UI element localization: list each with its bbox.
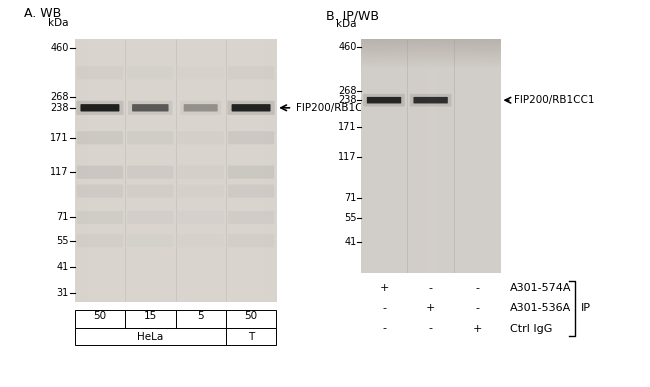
Text: 41: 41 <box>57 262 69 272</box>
FancyBboxPatch shape <box>367 97 401 103</box>
Text: 50: 50 <box>94 311 107 321</box>
Text: 15: 15 <box>144 311 157 321</box>
FancyBboxPatch shape <box>363 94 405 106</box>
Text: FIP200/RB1CC1: FIP200/RB1CC1 <box>515 95 595 105</box>
Text: 31: 31 <box>57 288 69 298</box>
Text: 460: 460 <box>338 42 357 52</box>
Text: +: + <box>473 324 482 334</box>
Text: 41: 41 <box>344 237 357 247</box>
Text: A301-536A: A301-536A <box>510 303 571 313</box>
Text: kDa: kDa <box>48 18 69 28</box>
Bar <box>226 328 276 345</box>
Text: -: - <box>429 283 433 293</box>
Bar <box>75 310 125 328</box>
Text: 171: 171 <box>338 122 357 132</box>
Text: 171: 171 <box>50 133 69 143</box>
Text: kDa: kDa <box>336 19 357 29</box>
Text: B. IP/WB: B. IP/WB <box>326 9 379 22</box>
Text: -: - <box>382 324 386 334</box>
FancyBboxPatch shape <box>228 234 274 247</box>
Text: 71: 71 <box>57 212 69 223</box>
Text: +: + <box>426 303 436 313</box>
Text: Ctrl IgG: Ctrl IgG <box>510 324 552 334</box>
Text: 238: 238 <box>50 103 69 113</box>
Text: FIP200/RB1CC1: FIP200/RB1CC1 <box>296 103 377 113</box>
Text: -: - <box>475 283 479 293</box>
Bar <box>226 310 276 328</box>
FancyBboxPatch shape <box>76 101 124 115</box>
Text: -: - <box>475 303 479 313</box>
FancyBboxPatch shape <box>228 131 274 144</box>
FancyBboxPatch shape <box>132 104 168 111</box>
Text: A301-574A: A301-574A <box>510 283 572 293</box>
Text: 50: 50 <box>244 311 257 321</box>
FancyBboxPatch shape <box>228 166 274 179</box>
FancyBboxPatch shape <box>184 104 218 111</box>
Text: 268: 268 <box>338 86 357 96</box>
Text: +: + <box>380 283 389 293</box>
FancyBboxPatch shape <box>77 185 123 198</box>
Text: 238: 238 <box>338 95 357 105</box>
Text: 55: 55 <box>56 236 69 246</box>
Bar <box>176 310 226 328</box>
FancyBboxPatch shape <box>77 234 123 247</box>
FancyBboxPatch shape <box>413 97 448 103</box>
Text: 117: 117 <box>338 152 357 163</box>
FancyBboxPatch shape <box>228 66 274 79</box>
FancyBboxPatch shape <box>127 185 174 198</box>
FancyBboxPatch shape <box>77 211 123 224</box>
FancyBboxPatch shape <box>227 101 275 115</box>
FancyBboxPatch shape <box>128 101 172 115</box>
Text: 5: 5 <box>198 311 204 321</box>
FancyBboxPatch shape <box>77 66 123 79</box>
Text: 71: 71 <box>344 193 357 203</box>
FancyBboxPatch shape <box>127 131 174 144</box>
Text: -: - <box>429 324 433 334</box>
Text: 117: 117 <box>50 167 69 177</box>
Bar <box>125 310 176 328</box>
Text: 55: 55 <box>344 213 357 223</box>
Text: 268: 268 <box>50 92 69 102</box>
Text: 460: 460 <box>50 43 69 53</box>
Text: A. WB: A. WB <box>25 7 62 20</box>
Text: T: T <box>248 332 254 342</box>
Text: -: - <box>382 303 386 313</box>
Bar <box>75 328 226 345</box>
Text: HeLa: HeLa <box>137 332 163 342</box>
FancyBboxPatch shape <box>81 104 120 111</box>
FancyBboxPatch shape <box>228 211 274 224</box>
FancyBboxPatch shape <box>127 166 174 179</box>
FancyBboxPatch shape <box>77 131 123 144</box>
FancyBboxPatch shape <box>410 94 452 106</box>
FancyBboxPatch shape <box>228 185 274 198</box>
Text: IP: IP <box>580 303 590 313</box>
FancyBboxPatch shape <box>77 166 123 179</box>
FancyBboxPatch shape <box>231 104 270 111</box>
